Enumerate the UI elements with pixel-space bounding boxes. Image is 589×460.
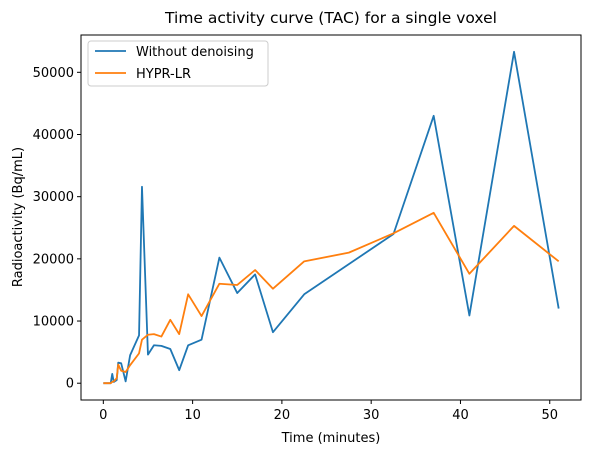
legend: Without denoising HYPR-LR — [87, 40, 269, 87]
y-tick-label: 30000 — [33, 190, 74, 205]
series-line-0 — [103, 50, 560, 385]
chart-title: Time activity curve (TAC) for a single v… — [164, 9, 497, 27]
series-layer — [103, 50, 560, 385]
y-axis: 0 10000 20000 30000 40000 50000 — [33, 66, 81, 392]
y-tick-label: 50000 — [33, 66, 74, 81]
x-axis: 0 10 20 30 40 50 — [99, 400, 558, 423]
y-tick-label: 10000 — [33, 315, 74, 330]
y-tick-label: 0 — [66, 377, 74, 392]
y-axis-label: Radioactivity (Bq/mL) — [11, 147, 26, 287]
x-tick-label: 10 — [184, 408, 201, 423]
legend-label-hypr-lr: HYPR-LR — [136, 67, 191, 82]
x-tick-label: 40 — [452, 408, 469, 423]
x-axis-label: Time (minutes) — [281, 431, 381, 446]
x-tick-label: 50 — [541, 408, 558, 423]
legend-box — [87, 40, 269, 87]
plot-frame — [80, 34, 582, 401]
x-tick-label: 20 — [274, 408, 291, 423]
series-line-1 — [103, 211, 560, 385]
legend-label-without-denoising: Without denoising — [136, 45, 254, 60]
x-tick-label: 0 — [99, 408, 107, 423]
y-tick-label: 40000 — [33, 128, 74, 143]
x-tick-label: 30 — [363, 408, 380, 423]
y-tick-label: 20000 — [33, 252, 74, 267]
